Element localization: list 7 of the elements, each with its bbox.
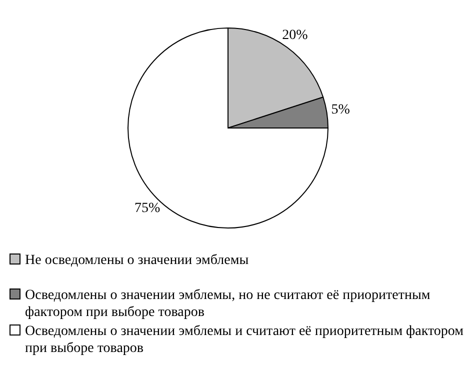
data-label: 20%: [282, 28, 308, 43]
legend-label: Осведомлены о значении эмблемы и считают её приоритетным фактором при выборе товаров: [25, 324, 464, 356]
pie-slice: [128, 28, 328, 228]
legend-label: Осведомлены о значении эмблемы, но не считают её приоритетным фактором при выборе товаров: [25, 288, 430, 320]
data-label: 75%: [134, 200, 161, 216]
data-label: 5%: [331, 102, 350, 118]
legend-label: Не осведомлены о значении эмблемы: [25, 253, 250, 268]
